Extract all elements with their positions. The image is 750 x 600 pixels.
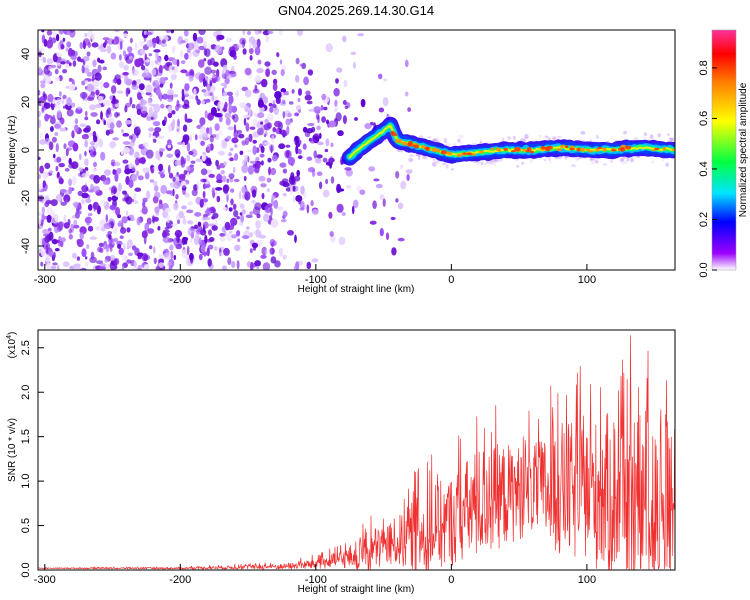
spectrogram-y-tick-label-3: 20 xyxy=(20,96,32,108)
spectrogram-x-tick-label-2: -100 xyxy=(305,274,327,286)
colorbar-tick-label-3: 0.6 xyxy=(698,111,710,126)
colorbar-tick-label-0: 0.0 xyxy=(698,262,710,277)
snr-y-ticks: 0.0 0.5 1.0 1.5 2.0 2.5 xyxy=(20,340,44,578)
spectrogram-x-tick-label-1: -200 xyxy=(169,274,191,286)
spectrogram-x-tick-label-4: 100 xyxy=(578,274,596,286)
snr-y-tick-label-1: 0.5 xyxy=(20,518,32,533)
snr-x-tick-label-3: 0 xyxy=(448,574,454,586)
spectrogram-y-tick-label-1: -20 xyxy=(20,190,32,206)
snr-frame xyxy=(37,329,676,571)
colorbar-gradient xyxy=(712,30,736,270)
snr-x-tick-label-0: -300 xyxy=(34,574,56,586)
snr-y-tick-label-2: 1.0 xyxy=(20,473,32,488)
snr-y-multiplier-close: ) xyxy=(7,332,18,335)
colorbar-ticks: 0.0 0.2 0.4 0.6 0.8 xyxy=(698,60,717,278)
spectrogram-x-tick-label-3: 0 xyxy=(448,274,454,286)
snr-x-tick-label-1: -200 xyxy=(169,574,191,586)
snr-x-label: Height of straight line (km) xyxy=(298,584,415,595)
snr-x-ticks: -300 -200 -100 0 100 xyxy=(34,564,596,586)
snr-x-tick-label-4: 100 xyxy=(578,574,596,586)
spectrogram-y-label: Frequency (Hz) xyxy=(7,116,18,185)
snr-y-multiplier: (x104) xyxy=(6,332,18,359)
colorbar-tick-label-2: 0.4 xyxy=(698,161,710,176)
snr-y-tick-label-0: 0.0 xyxy=(20,562,32,577)
snr-y-label: SNR (10 * v/v) xyxy=(7,418,18,482)
colorbar: 0.0 0.2 0.4 0.6 0.8 Normalized spectral ampl… xyxy=(698,29,749,278)
snr-y-multiplier-base: (x10 xyxy=(7,338,18,358)
snr-x-tick-label-2: -100 xyxy=(305,574,327,586)
colorbar-tick-label-4: 0.8 xyxy=(698,60,710,75)
colorbar-label: Normalized spectral amplitude xyxy=(738,82,749,217)
snr-series-line xyxy=(38,335,675,570)
spectrogram-x-label: Height of straight line (km) xyxy=(298,284,415,295)
figure-title: GN04.2025.269.14.30.G14 xyxy=(278,3,434,18)
snr-panel: -300 -200 -100 0 100 0.0 0.5 1.0 1.5 2.0 2.5 Heig… xyxy=(6,329,676,595)
svg-text:(x104): (x104) xyxy=(6,332,18,359)
spectrogram-y-tick-label-2: 0 xyxy=(20,147,32,153)
colorbar-tick-label-1: 0.2 xyxy=(698,212,710,227)
spectrogram-heatmap xyxy=(38,30,675,270)
colorbar-frame xyxy=(711,29,737,271)
spectrogram-y-ticks: -40 -20 0 20 40 xyxy=(20,48,44,254)
spectrogram-x-ticks: -300 -200 -100 0 100 xyxy=(34,264,596,286)
snr-y-multiplier-exp: 4 xyxy=(6,335,13,339)
snr-plot-area xyxy=(38,335,675,570)
spectrogram-x-tick-label-0: -300 xyxy=(34,274,56,286)
snr-y-tick-label-3: 1.5 xyxy=(20,429,32,444)
spectrogram-y-tick-label-0: -40 xyxy=(20,238,32,254)
snr-y-tick-label-4: 2.0 xyxy=(20,385,32,400)
snr-y-tick-label-5: 2.5 xyxy=(20,340,32,355)
spectrogram-y-tick-label-4: 40 xyxy=(20,48,32,60)
